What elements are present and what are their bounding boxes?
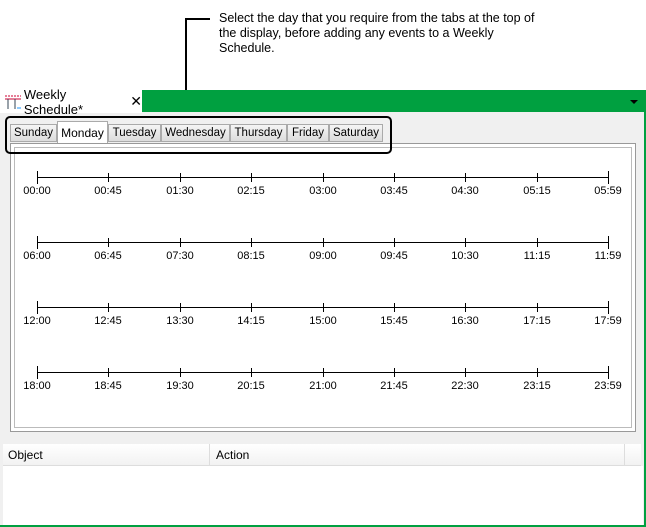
timeline-tick bbox=[37, 171, 38, 184]
column-divider bbox=[624, 444, 625, 465]
timeline-label: 11:59 bbox=[594, 250, 622, 262]
timeline-tick bbox=[180, 238, 181, 247]
timeline-label: 04:30 bbox=[451, 185, 479, 197]
timeline-label: 18:45 bbox=[94, 380, 122, 392]
close-icon[interactable]: ✕ bbox=[130, 93, 142, 109]
document-tab-title: Weekly Schedule* bbox=[23, 86, 84, 117]
timeline-tick bbox=[323, 368, 324, 377]
timeline-label: 15:00 bbox=[309, 315, 337, 327]
timeline-label: 20:15 bbox=[237, 380, 265, 392]
timeline-tick bbox=[180, 368, 181, 377]
timeline-label: 02:15 bbox=[237, 185, 265, 197]
schedule-icon bbox=[5, 95, 21, 109]
timeline-label: 18:00 bbox=[23, 380, 51, 392]
timeline-tick bbox=[394, 303, 395, 312]
tab-tuesday[interactable]: Tuesday bbox=[108, 124, 161, 142]
timeline-label: 06:45 bbox=[94, 250, 122, 262]
timeline-label: 09:00 bbox=[309, 250, 337, 262]
timeline-label: 12:45 bbox=[94, 315, 122, 327]
event-list[interactable] bbox=[3, 466, 643, 525]
timeline-tick bbox=[608, 301, 609, 314]
timeline-label: 01:30 bbox=[166, 185, 194, 197]
callout-text: Select the day that you require from the… bbox=[219, 11, 535, 55]
tab-sunday[interactable]: Sunday bbox=[10, 124, 57, 142]
tab-wednesday[interactable]: Wednesday bbox=[161, 124, 230, 142]
timeline-tick bbox=[465, 368, 466, 377]
timeline-tick bbox=[537, 173, 538, 182]
timeline-label: 21:00 bbox=[309, 380, 337, 392]
timeline-label: 11:15 bbox=[523, 250, 551, 262]
event-list-header: Object Action bbox=[3, 444, 641, 466]
timeline-tick bbox=[251, 238, 252, 247]
timeline-tick bbox=[108, 238, 109, 247]
timeline-tick bbox=[180, 303, 181, 312]
timeline-tick bbox=[608, 171, 609, 184]
timeline-label: 03:45 bbox=[380, 185, 408, 197]
document-tab-bar bbox=[142, 90, 646, 113]
timeline-tick bbox=[394, 173, 395, 182]
timeline-label: 17:59 bbox=[594, 315, 622, 327]
tab-saturday[interactable]: Saturday bbox=[329, 124, 383, 142]
timeline-tick bbox=[37, 236, 38, 249]
timeline-tick bbox=[37, 301, 38, 314]
chevron-down-icon[interactable] bbox=[630, 100, 638, 104]
schedule-canvas[interactable] bbox=[14, 147, 632, 428]
timeline-label: 07:30 bbox=[166, 250, 194, 262]
column-header-action[interactable]: Action bbox=[216, 448, 250, 462]
timeline-label: 12:00 bbox=[23, 315, 51, 327]
timeline-label: 13:30 bbox=[166, 315, 194, 327]
timeline-tick bbox=[108, 368, 109, 377]
timeline-label: 15:45 bbox=[380, 315, 408, 327]
timeline-label: 00:00 bbox=[23, 185, 51, 197]
timeline-label: 03:00 bbox=[309, 185, 337, 197]
timeline-tick bbox=[537, 238, 538, 247]
timeline-tick bbox=[465, 303, 466, 312]
timeline-tick bbox=[108, 173, 109, 182]
timeline-tick bbox=[37, 366, 38, 379]
timeline-tick bbox=[537, 303, 538, 312]
schedule-area bbox=[10, 143, 636, 432]
timeline-label: 17:15 bbox=[523, 315, 551, 327]
timeline-tick bbox=[394, 368, 395, 377]
timeline-label: 16:30 bbox=[451, 315, 479, 327]
timeline-tick bbox=[323, 303, 324, 312]
timeline-tick bbox=[537, 368, 538, 377]
timeline-tick bbox=[465, 173, 466, 182]
column-header-object[interactable]: Object bbox=[8, 448, 43, 462]
timeline-tick bbox=[251, 368, 252, 377]
timeline-tick bbox=[394, 238, 395, 247]
callout-box bbox=[5, 116, 392, 154]
timeline-label: 05:15 bbox=[523, 185, 551, 197]
timeline-tick bbox=[323, 238, 324, 247]
timeline-label: 23:15 bbox=[523, 380, 551, 392]
callout-line-horizontal bbox=[186, 18, 210, 20]
timeline-label: 09:45 bbox=[380, 250, 408, 262]
callout-line-vertical bbox=[185, 18, 187, 117]
document-tab[interactable]: Weekly Schedule* ✕ bbox=[0, 87, 142, 117]
column-divider bbox=[209, 444, 210, 465]
tab-thursday[interactable]: Thursday bbox=[230, 124, 287, 142]
timeline-tick bbox=[251, 303, 252, 312]
timeline-label: 19:30 bbox=[166, 380, 194, 392]
timeline-label: 00:45 bbox=[94, 185, 122, 197]
timeline-tick bbox=[108, 303, 109, 312]
timeline-tick bbox=[323, 173, 324, 182]
timeline-label: 22:30 bbox=[451, 380, 479, 392]
timeline-label: 08:15 bbox=[237, 250, 265, 262]
timeline-label: 14:15 bbox=[237, 315, 265, 327]
timeline-label: 06:00 bbox=[23, 250, 51, 262]
timeline-label: 05:59 bbox=[594, 185, 622, 197]
tab-friday[interactable]: Friday bbox=[287, 124, 329, 142]
timeline-label: 10:30 bbox=[451, 250, 479, 262]
timeline-label: 21:45 bbox=[380, 380, 408, 392]
tab-monday[interactable]: Monday bbox=[57, 121, 108, 144]
timeline-tick bbox=[608, 236, 609, 249]
timeline-tick bbox=[251, 173, 252, 182]
timeline-tick bbox=[608, 366, 609, 379]
timeline-tick bbox=[465, 238, 466, 247]
timeline-label: 23:59 bbox=[594, 380, 622, 392]
timeline-tick bbox=[180, 173, 181, 182]
